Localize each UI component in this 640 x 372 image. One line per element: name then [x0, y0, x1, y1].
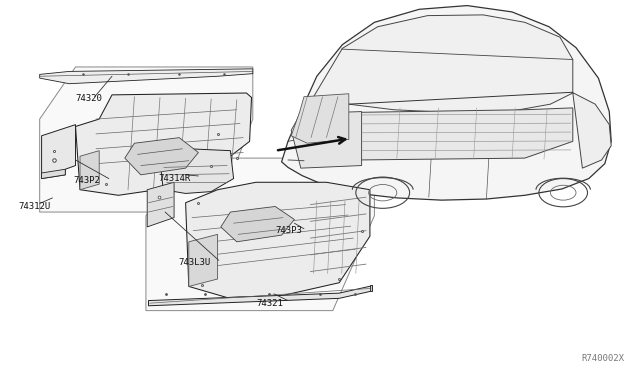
Polygon shape: [358, 108, 573, 160]
Text: 74314R: 74314R: [159, 174, 191, 183]
Text: 743P3: 743P3: [275, 226, 302, 235]
Polygon shape: [40, 69, 253, 84]
Polygon shape: [76, 93, 252, 195]
Polygon shape: [80, 151, 99, 190]
Polygon shape: [221, 206, 294, 242]
Polygon shape: [125, 138, 198, 175]
Polygon shape: [282, 6, 611, 200]
Polygon shape: [291, 112, 362, 168]
Polygon shape: [146, 158, 374, 311]
Text: 74321: 74321: [256, 299, 283, 308]
Polygon shape: [186, 182, 370, 298]
Text: 74320: 74320: [76, 94, 102, 103]
Polygon shape: [573, 93, 611, 168]
Polygon shape: [148, 286, 372, 306]
Text: 743L3U: 743L3U: [178, 258, 210, 267]
Text: R740002X: R740002X: [581, 354, 624, 363]
Polygon shape: [189, 234, 218, 286]
Text: 743P2: 743P2: [74, 176, 100, 185]
Polygon shape: [291, 94, 349, 143]
Polygon shape: [314, 15, 573, 112]
Text: 74312U: 74312U: [18, 202, 50, 211]
Polygon shape: [42, 125, 76, 179]
Polygon shape: [42, 169, 65, 179]
Polygon shape: [40, 67, 253, 212]
Polygon shape: [160, 149, 234, 193]
Polygon shape: [147, 182, 174, 227]
Polygon shape: [370, 285, 372, 291]
